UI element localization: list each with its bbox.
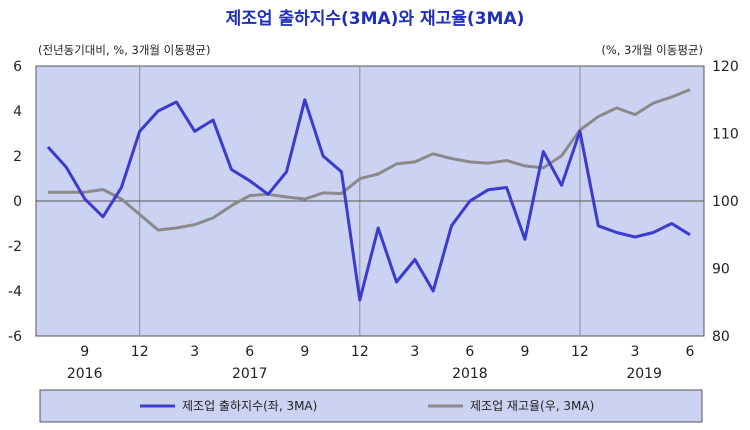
x-tick-label: 3 [631,344,640,360]
year-labels: 2016 2017 2018 2019 [67,366,662,382]
legend: 제조업 출하지수(좌, 3MA) 제조업 재고율(우, 3MA) [39,389,703,423]
year-label: 2016 [67,366,103,382]
right-tick-label: 90 [712,262,730,278]
right-tick-label: 110 [712,127,739,143]
x-axis-tick-labels: 9 12 3 6 9 12 3 6 9 12 3 6 [80,344,694,360]
x-tick-label: 9 [520,344,529,360]
x-tick-label: 6 [686,344,695,360]
x-tick-label: 6 [245,344,254,360]
legend-label-shipment: 제조업 출하지수(좌, 3MA) [182,399,317,413]
x-tick-label: 12 [351,344,369,360]
x-tick-label: 3 [410,344,419,360]
left-axis-ticks: 6 4 2 0 -2 -4 -6 [8,59,22,345]
right-axis-unit: (%, 3개월 이동평균) [601,43,703,57]
x-tick-label: 9 [300,344,309,360]
legend-label-inventory: 제조업 재고율(우, 3MA) [470,399,594,413]
x-tick-label: 3 [190,344,199,360]
chart-title: 제조업 출하지수(3MA)와 재고율(3MA) [226,9,525,29]
x-tick-label: 12 [131,344,149,360]
left-axis-unit: (전년동기대비, %, 3개월 이동평균) [38,43,210,57]
legend-box [39,389,703,423]
year-label: 2017 [232,366,268,382]
left-tick-label: -6 [8,329,22,345]
year-label: 2018 [452,366,488,382]
x-tick-label: 6 [465,344,474,360]
left-tick-label: 4 [13,104,22,120]
left-tick-label: 2 [13,149,22,165]
right-tick-label: 100 [712,194,739,210]
series-inventory-ratio-line [48,88,691,232]
year-label: 2019 [626,366,662,382]
x-tick-label: 12 [571,344,589,360]
left-tick-label: 0 [13,194,22,210]
left-tick-label: 6 [13,59,22,75]
right-axis-ticks: 120 110 100 90 80 [712,59,739,345]
left-tick-label: -4 [8,284,22,300]
series-shipment-index-line [46,98,691,302]
right-tick-label: 120 [712,59,739,75]
right-tick-label: 80 [712,329,730,345]
left-tick-label: -2 [8,239,22,255]
x-tick-label: 9 [80,344,89,360]
